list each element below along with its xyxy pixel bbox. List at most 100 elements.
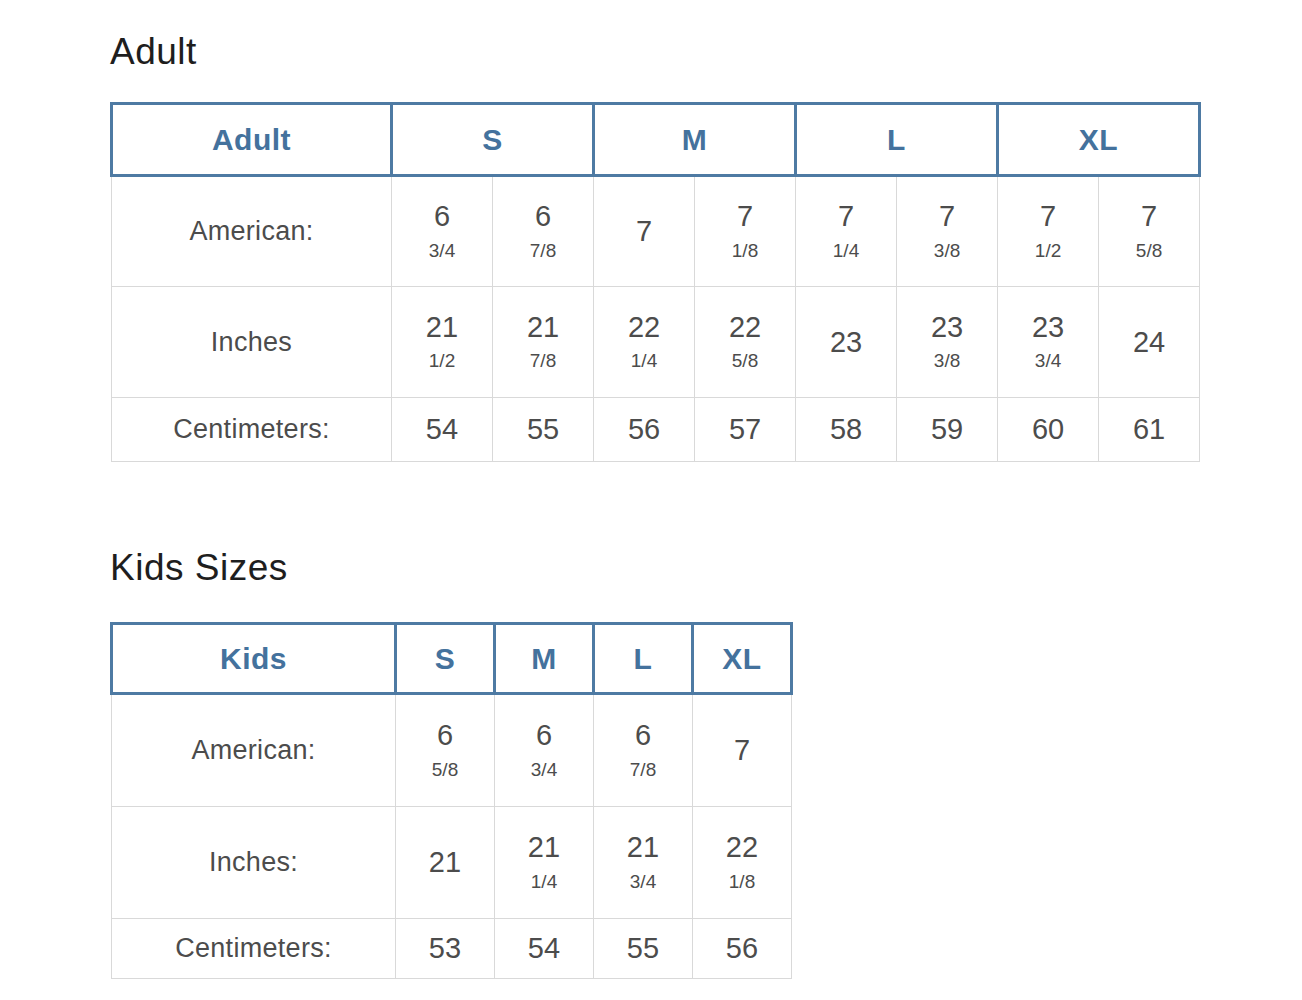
size-whole-number: 7 (737, 201, 753, 231)
size-whole-number: 7 (734, 735, 750, 765)
size-value-cell: 225/8 (695, 287, 796, 398)
size-fraction: 1/4 (531, 871, 557, 893)
size-fraction: 3/4 (429, 240, 455, 262)
row-label: Centimeters: (112, 398, 392, 462)
size-value-cell: 56 (594, 398, 695, 462)
size-whole-number: 23 (1032, 312, 1064, 342)
table-row: American:63/467/8771/871/473/871/275/8 (112, 176, 1200, 287)
size-value-cell: 73/8 (897, 176, 998, 287)
size-whole-number: 58 (830, 414, 862, 444)
size-whole-number: 56 (726, 933, 758, 963)
size-chart-page: Adult Adult S M L XL American:63/467/877… (0, 0, 1302, 1000)
size-whole-number: 7 (1141, 201, 1157, 231)
size-value-cell: 67/8 (594, 694, 693, 807)
size-whole-number: 53 (429, 933, 461, 963)
size-fraction: 3/8 (934, 240, 960, 262)
size-fraction: 5/8 (432, 759, 458, 781)
size-whole-number: 6 (437, 720, 453, 750)
adult-section-title: Adult (110, 30, 1302, 74)
size-fraction: 1/4 (631, 350, 657, 372)
size-whole-number: 22 (726, 832, 758, 862)
size-value-cell: 63/4 (392, 176, 493, 287)
size-whole-number: 21 (527, 312, 559, 342)
size-value-cell: 213/4 (594, 807, 693, 919)
size-fraction: 1/4 (833, 240, 859, 262)
size-value-cell: 71/2 (998, 176, 1099, 287)
size-whole-number: 21 (426, 312, 458, 342)
size-whole-number: 6 (434, 201, 450, 231)
row-label: Centimeters: (112, 919, 396, 979)
size-value-cell: 58 (796, 398, 897, 462)
table-row: Centimeters:5455565758596061 (112, 398, 1200, 462)
size-value-cell: 71/4 (796, 176, 897, 287)
size-value-cell: 7 (594, 176, 695, 287)
size-whole-number: 21 (627, 832, 659, 862)
size-fraction: 5/8 (1136, 240, 1162, 262)
adult-header-size-s: S (392, 104, 594, 176)
kids-header-size-xl: XL (693, 624, 792, 694)
size-value-cell: 233/4 (998, 287, 1099, 398)
size-value-cell: 60 (998, 398, 1099, 462)
size-whole-number: 22 (729, 312, 761, 342)
size-value-cell: 211/2 (392, 287, 493, 398)
size-value-cell: 23 (796, 287, 897, 398)
size-fraction: 1/8 (732, 240, 758, 262)
size-value-cell: 75/8 (1099, 176, 1200, 287)
adult-header-size-l: L (796, 104, 998, 176)
size-value-cell: 54 (495, 919, 594, 979)
size-whole-number: 56 (628, 414, 660, 444)
size-whole-number: 60 (1032, 414, 1064, 444)
size-fraction: 3/4 (1035, 350, 1061, 372)
size-fraction: 7/8 (530, 350, 556, 372)
size-whole-number: 7 (838, 201, 854, 231)
size-fraction: 1/8 (729, 871, 755, 893)
size-value-cell: 21 (396, 807, 495, 919)
size-whole-number: 23 (830, 327, 862, 357)
size-whole-number: 6 (535, 201, 551, 231)
size-value-cell: 217/8 (493, 287, 594, 398)
row-label: Inches: (112, 807, 396, 919)
size-value-cell: 65/8 (396, 694, 495, 807)
size-value-cell: 63/4 (495, 694, 594, 807)
size-value-cell: 55 (594, 919, 693, 979)
kids-header-row: Kids S M L XL (112, 624, 792, 694)
size-whole-number: 21 (429, 847, 461, 877)
table-row: Inches:21211/4213/4221/8 (112, 807, 792, 919)
size-whole-number: 23 (931, 312, 963, 342)
size-value-cell: 61 (1099, 398, 1200, 462)
size-value-cell: 233/8 (897, 287, 998, 398)
size-fraction: 3/4 (630, 871, 656, 893)
row-label: American: (112, 694, 396, 807)
size-whole-number: 57 (729, 414, 761, 444)
size-fraction: 7/8 (530, 240, 556, 262)
row-label: Inches (112, 287, 392, 398)
adult-header-size-m: M (594, 104, 796, 176)
size-whole-number: 61 (1133, 414, 1165, 444)
kids-size-table: Kids S M L XL American:65/863/467/87Inch… (110, 622, 793, 979)
table-row: Centimeters: 53 54 55 56 (112, 919, 792, 979)
size-value-cell: 53 (396, 919, 495, 979)
size-value-cell: 59 (897, 398, 998, 462)
adult-header-label: Adult (112, 104, 392, 176)
size-value-cell: 71/8 (695, 176, 796, 287)
row-label: American: (112, 176, 392, 287)
size-whole-number: 54 (528, 933, 560, 963)
size-whole-number: 7 (636, 216, 652, 246)
table-row: American:65/863/467/87 (112, 694, 792, 807)
kids-header-size-s: S (396, 624, 495, 694)
table-row: Inches211/2217/8221/4225/823233/8233/424 (112, 287, 1200, 398)
size-whole-number: 55 (627, 933, 659, 963)
adult-size-table: Adult S M L XL American:63/467/8771/871/… (110, 102, 1201, 462)
size-value-cell: 55 (493, 398, 594, 462)
size-fraction: 1/2 (1035, 240, 1061, 262)
kids-section-title: Kids Sizes (110, 546, 1302, 590)
kids-header-size-l: L (594, 624, 693, 694)
size-fraction: 3/4 (531, 759, 557, 781)
size-value-cell: 24 (1099, 287, 1200, 398)
size-whole-number: 21 (528, 832, 560, 862)
size-whole-number: 59 (931, 414, 963, 444)
adult-header-size-xl: XL (998, 104, 1200, 176)
size-whole-number: 55 (527, 414, 559, 444)
size-whole-number: 7 (1040, 201, 1056, 231)
size-value-cell: 56 (693, 919, 792, 979)
